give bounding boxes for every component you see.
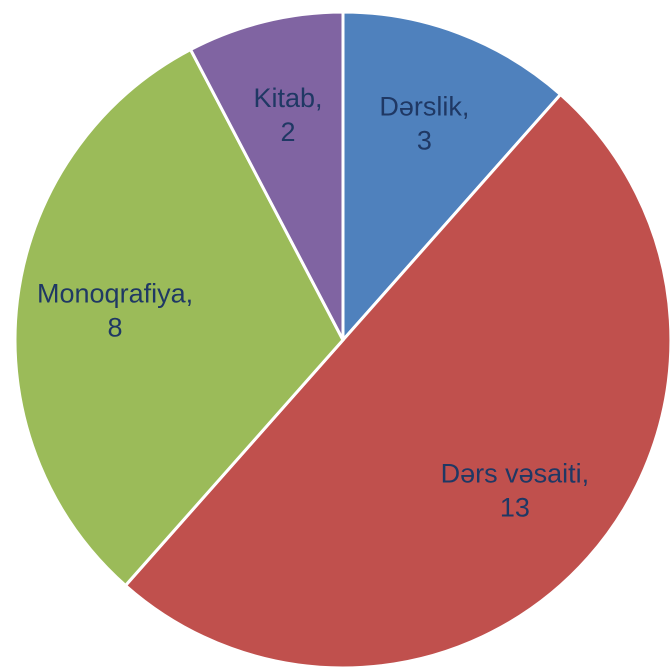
pie-slice	[188, 10, 345, 341]
slice-label-name: Dərs vəsaiti,	[441, 458, 590, 488]
slice-label-name: Dərslik,	[379, 91, 469, 121]
slice-label-value: 8	[108, 312, 123, 342]
slice-label-value: 3	[417, 125, 432, 155]
slice-label-name: Kitab,	[254, 83, 323, 113]
pie-slice	[123, 92, 670, 668]
slice-label-value: 2	[281, 117, 296, 147]
pie-slice	[341, 10, 563, 344]
slice-label-name: Monoqrafiya,	[37, 278, 193, 308]
pie-slice	[13, 47, 345, 588]
slice-label-value: 13	[500, 492, 530, 522]
